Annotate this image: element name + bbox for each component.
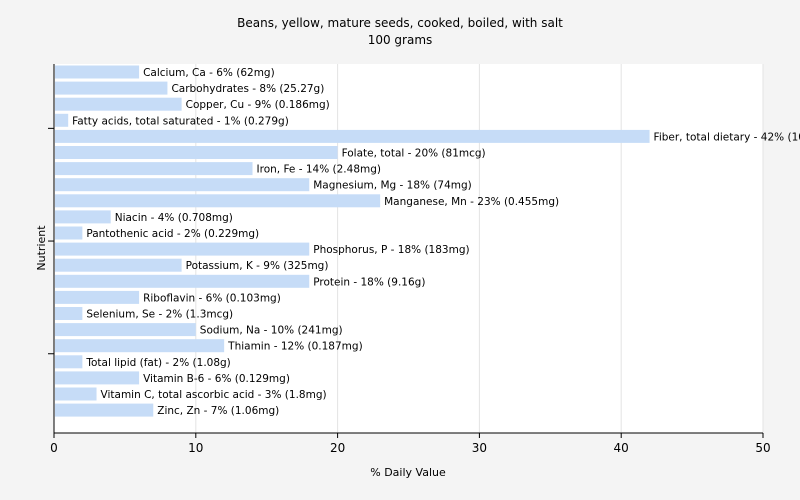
x-tick-label: 0 [50, 441, 58, 455]
bar-label: Total lipid (fat) - 2% (1.08g) [85, 357, 230, 369]
x-tick-label: 40 [614, 441, 629, 455]
bar-label: Folate, total - 20% (81mcg) [342, 148, 486, 160]
bar [55, 81, 168, 95]
axes [48, 64, 763, 434]
bar-label: Fatty acids, total saturated - 1% (0.279… [72, 115, 289, 127]
bar-label: Protein - 18% (9.16g) [313, 276, 425, 288]
bar [55, 162, 253, 176]
bar-label: Potassium, K - 9% (325mg) [186, 260, 329, 272]
y-axis-label: Nutrient [35, 225, 48, 271]
x-tick-label: 30 [472, 441, 487, 455]
x-ticks: 0 10 20 30 40 50 [50, 433, 771, 455]
bar-label: Selenium, Se - 2% (1.3mcg) [86, 309, 233, 321]
bar-label: Carbohydrates - 8% (25.27g) [171, 83, 324, 95]
bar [55, 258, 182, 272]
bar-label: Riboflavin - 6% (0.103mg) [143, 292, 281, 304]
bar-label: Phosphorus, P - 18% (183mg) [313, 244, 469, 256]
bar [55, 113, 69, 127]
x-tick-label: 10 [188, 441, 203, 455]
bar-label: Sodium, Na - 10% (241mg) [200, 325, 343, 337]
bar-label: Niacin - 4% (0.708mg) [115, 212, 233, 224]
bar-label: Calcium, Ca - 6% (62mg) [143, 67, 275, 79]
bar-label: Zinc, Zn - 7% (1.06mg) [157, 405, 279, 417]
x-axis-label: % Daily Value [370, 466, 446, 479]
bar [55, 387, 97, 401]
bar [55, 129, 650, 143]
bar [55, 403, 154, 417]
bar-label: Magnesium, Mg - 18% (74mg) [313, 180, 472, 192]
bar [55, 146, 338, 159]
bar-label: Pantothenic acid - 2% (0.229mg) [86, 228, 259, 240]
bar [55, 97, 182, 111]
bar [55, 355, 83, 369]
bar [55, 65, 140, 79]
x-tick-label: 20 [330, 441, 345, 455]
bar [55, 210, 111, 224]
bar-label: Vitamin C, total ascorbic acid - 3% (1.8… [101, 389, 327, 401]
chart-title: Beans, yellow, mature seeds, cooked, boi… [237, 16, 563, 30]
bar-label: Vitamin B-6 - 6% (0.129mg) [143, 373, 290, 385]
bar [55, 323, 196, 337]
bar [55, 178, 310, 192]
bar [55, 371, 140, 385]
bar-label: Manganese, Mn - 23% (0.455mg) [384, 196, 559, 208]
bar-label: Thiamin - 12% (0.187mg) [227, 341, 363, 353]
bar [55, 194, 381, 208]
bars: Calcium, Ca - 6% (62mg) Carbohydrates - 8… [55, 65, 800, 417]
bar-label: Copper, Cu - 9% (0.186mg) [186, 99, 330, 111]
bar [55, 274, 310, 288]
bar [55, 339, 225, 353]
x-tick-label: 50 [755, 441, 770, 455]
bar [55, 226, 83, 240]
bar-label: Fiber, total dietary - 42% (10.4g) [654, 131, 800, 143]
chart-subtitle: 100 grams [368, 33, 433, 47]
bar-label: Iron, Fe - 14% (2.48mg) [257, 164, 381, 176]
bar [55, 242, 310, 256]
bar [55, 307, 83, 320]
bar [55, 290, 140, 304]
